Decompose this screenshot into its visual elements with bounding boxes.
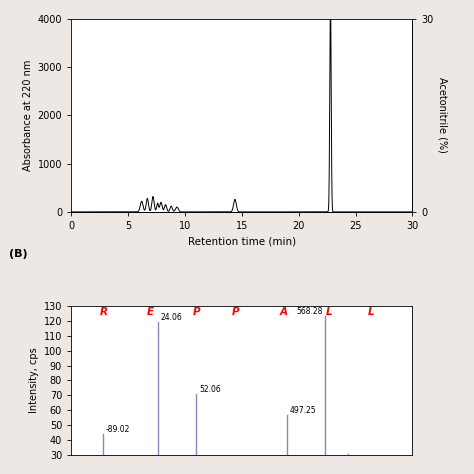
Text: (B): (B) bbox=[9, 249, 28, 259]
Text: L: L bbox=[367, 308, 374, 318]
X-axis label: Retention time (min): Retention time (min) bbox=[188, 237, 296, 246]
Text: R: R bbox=[100, 308, 107, 318]
Y-axis label: Absorbance at 220 nm: Absorbance at 220 nm bbox=[23, 60, 33, 171]
Text: 52.06: 52.06 bbox=[199, 385, 220, 394]
Y-axis label: Acetonitrile (%): Acetonitrile (%) bbox=[438, 77, 447, 154]
Text: A: A bbox=[280, 308, 287, 318]
Text: P: P bbox=[232, 308, 240, 318]
Text: -89.02: -89.02 bbox=[106, 425, 130, 434]
Text: P: P bbox=[192, 308, 200, 318]
Y-axis label: Intensity, cps: Intensity, cps bbox=[29, 347, 39, 413]
Text: 568.28: 568.28 bbox=[296, 307, 322, 316]
Text: L: L bbox=[326, 308, 332, 318]
Text: 497.25: 497.25 bbox=[290, 406, 317, 415]
Text: 24.06: 24.06 bbox=[161, 313, 182, 322]
Text: E: E bbox=[147, 308, 155, 318]
